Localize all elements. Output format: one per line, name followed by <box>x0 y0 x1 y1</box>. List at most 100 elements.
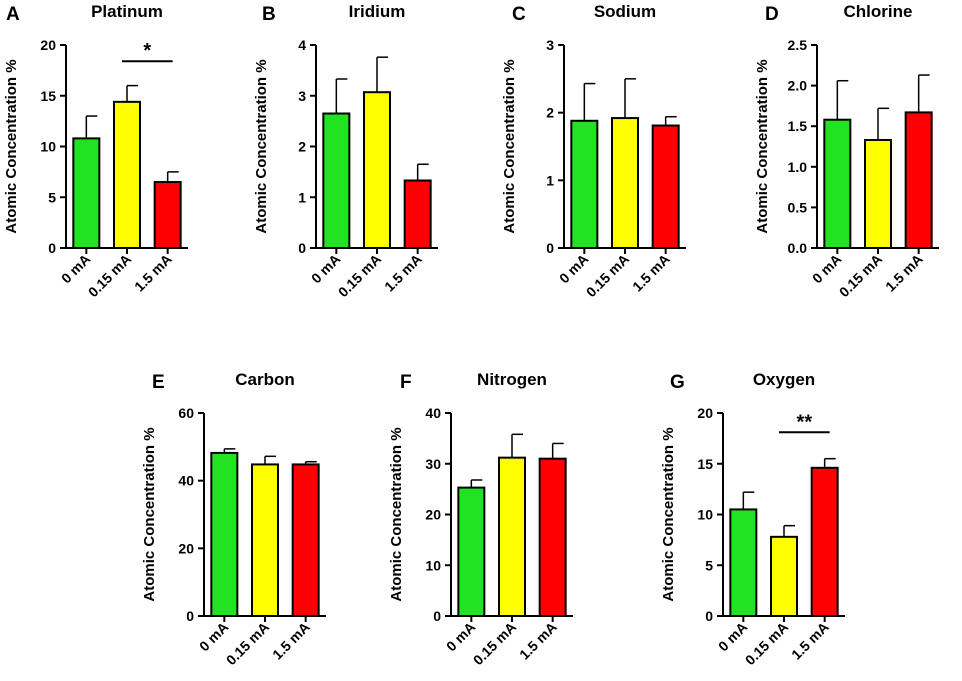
y-axis-label: Atomic Concentration % <box>501 59 518 233</box>
bar-0-15-ma <box>251 463 279 617</box>
chart-title: Chlorine <box>844 2 913 21</box>
x-tick-label: 0.15 mA <box>470 619 519 668</box>
y-tick-label: 2 <box>546 105 554 121</box>
y-tick-label: 20 <box>178 540 194 556</box>
y-tick-label: 0.5 <box>788 199 808 215</box>
panel-letter: B <box>262 4 276 25</box>
x-tick-label: 0 mA <box>556 251 592 287</box>
y-tick-label: 0 <box>48 240 56 256</box>
bar-1-5-ma <box>291 463 320 617</box>
y-tick-label: 10 <box>697 507 713 523</box>
x-tick-label: 0.15 mA <box>583 251 632 300</box>
x-tick-label: 0 mA <box>196 619 232 655</box>
y-tick-label: 0 <box>705 608 713 624</box>
chart-title: Carbon <box>235 370 295 389</box>
x-tick-label: 0.15 mA <box>836 251 885 300</box>
y-tick-label: 2.5 <box>788 37 808 53</box>
y-tick-label: 0 <box>298 240 306 256</box>
y-tick-label: 40 <box>425 405 441 421</box>
y-tick-label: 15 <box>697 456 713 472</box>
bar-0-ma <box>322 112 351 249</box>
y-tick-label: 60 <box>178 405 194 421</box>
chart-title: Oxygen <box>753 370 815 389</box>
y-tick-label: 30 <box>425 456 441 472</box>
bar-1-5-ma <box>810 466 839 617</box>
y-tick-label: 5 <box>705 557 713 573</box>
y-tick-label: 1.5 <box>788 118 808 134</box>
panel-letter: C <box>512 4 526 25</box>
y-tick-label: 10 <box>425 557 441 573</box>
bar-1-5-ma <box>403 179 432 249</box>
x-tick-label: 0 mA <box>715 619 751 655</box>
x-tick-label: 1.5 mA <box>269 619 313 663</box>
x-tick-label: 0.15 mA <box>335 251 384 300</box>
y-axis-label: Atomic Concentration % <box>3 59 20 233</box>
x-tick-label: 1.5 mA <box>629 251 673 295</box>
y-axis-label: Atomic Concentration % <box>660 427 677 601</box>
significance-label: ** <box>797 411 813 433</box>
x-tick-label: 0.15 mA <box>223 619 272 668</box>
y-tick-label: 20 <box>425 507 441 523</box>
x-tick-label: 0 mA <box>58 251 94 287</box>
panel-letter: A <box>6 4 20 25</box>
y-axis-label: Atomic Concentration % <box>253 59 270 233</box>
panel-letter: F <box>400 372 412 393</box>
x-tick-label: 0.15 mA <box>85 251 134 300</box>
panel-f: F Nitrogen Atomic Concentration % 0 10 20 30 40… <box>388 370 573 668</box>
y-tick-label: 2.0 <box>788 78 808 94</box>
y-tick-label: 0 <box>186 608 194 624</box>
bar-1-5-ma <box>651 124 680 249</box>
bar-0-15-ma <box>113 100 141 249</box>
y-tick-label: 1 <box>298 189 306 205</box>
panel-a: A Platinum Atomic Concentration % 0 5 10 15 20 0… <box>3 2 188 300</box>
x-tick-label: 1.5 mA <box>882 251 926 295</box>
bar-0-ma <box>72 137 101 250</box>
panel-letter: E <box>152 372 165 393</box>
x-tick-label: 1.5 mA <box>131 251 175 295</box>
y-tick-label: 40 <box>178 473 194 489</box>
bar-1-5-ma <box>538 457 567 617</box>
panel-e: E Carbon Atomic Concentration % 0 20 40 60 0 mA… <box>141 370 326 668</box>
bar-0-15-ma <box>770 535 798 618</box>
panel-g: G Oxygen Atomic Concentration % 0 5 10 15 20 0 m… <box>660 370 845 668</box>
x-tick-label: 0 mA <box>443 619 479 655</box>
chart-title: Iridium <box>349 2 406 21</box>
y-tick-label: 1 <box>546 172 554 188</box>
x-tick-label: 1.5 mA <box>381 251 425 295</box>
bar-0-15-ma <box>864 139 892 249</box>
y-tick-label: 15 <box>40 88 56 104</box>
y-axis-label: Atomic Concentration % <box>388 427 405 601</box>
panel-c: C Sodium Atomic Concentration % 0 1 2 3 0 mA0.1… <box>501 2 686 300</box>
bar-0-ma <box>570 119 599 249</box>
y-tick-label: 0 <box>546 240 554 256</box>
bar-0-ma <box>729 508 758 617</box>
x-tick-label: 0.15 mA <box>742 619 791 668</box>
y-tick-label: 1.0 <box>788 159 808 175</box>
y-tick-label: 2 <box>298 139 306 155</box>
y-tick-label: 20 <box>697 405 713 421</box>
y-tick-label: 4 <box>298 37 306 53</box>
y-tick-label: 0 <box>433 608 441 624</box>
y-axis-label: Atomic Concentration % <box>141 427 158 601</box>
bar-0-15-ma <box>498 456 526 617</box>
bar-0-ma <box>457 486 486 618</box>
x-tick-label: 1.5 mA <box>788 619 832 663</box>
y-tick-label: 0.0 <box>788 240 808 256</box>
bar-1-5-ma <box>153 181 182 249</box>
chart-title: Platinum <box>91 2 163 21</box>
y-axis-label: Atomic Concentration % <box>754 59 771 233</box>
panel-letter: D <box>765 4 779 25</box>
bar-0-15-ma <box>363 91 391 250</box>
panel-b: B Iridium Atomic Concentration % 0 1 2 3 4 0 mA0… <box>253 2 438 300</box>
panel-d: D Chlorine Atomic Concentration % 0.0 0.5 1.0… <box>754 2 939 300</box>
x-tick-label: 0 mA <box>308 251 344 287</box>
bar-0-15-ma <box>611 117 639 249</box>
bar-1-5-ma <box>904 111 933 250</box>
y-tick-label: 3 <box>298 88 306 104</box>
y-tick-label: 10 <box>40 139 56 155</box>
x-tick-label: 1.5 mA <box>516 619 560 663</box>
y-tick-label: 20 <box>40 37 56 53</box>
y-tick-label: 3 <box>546 37 554 53</box>
x-tick-label: 0 mA <box>809 251 845 287</box>
